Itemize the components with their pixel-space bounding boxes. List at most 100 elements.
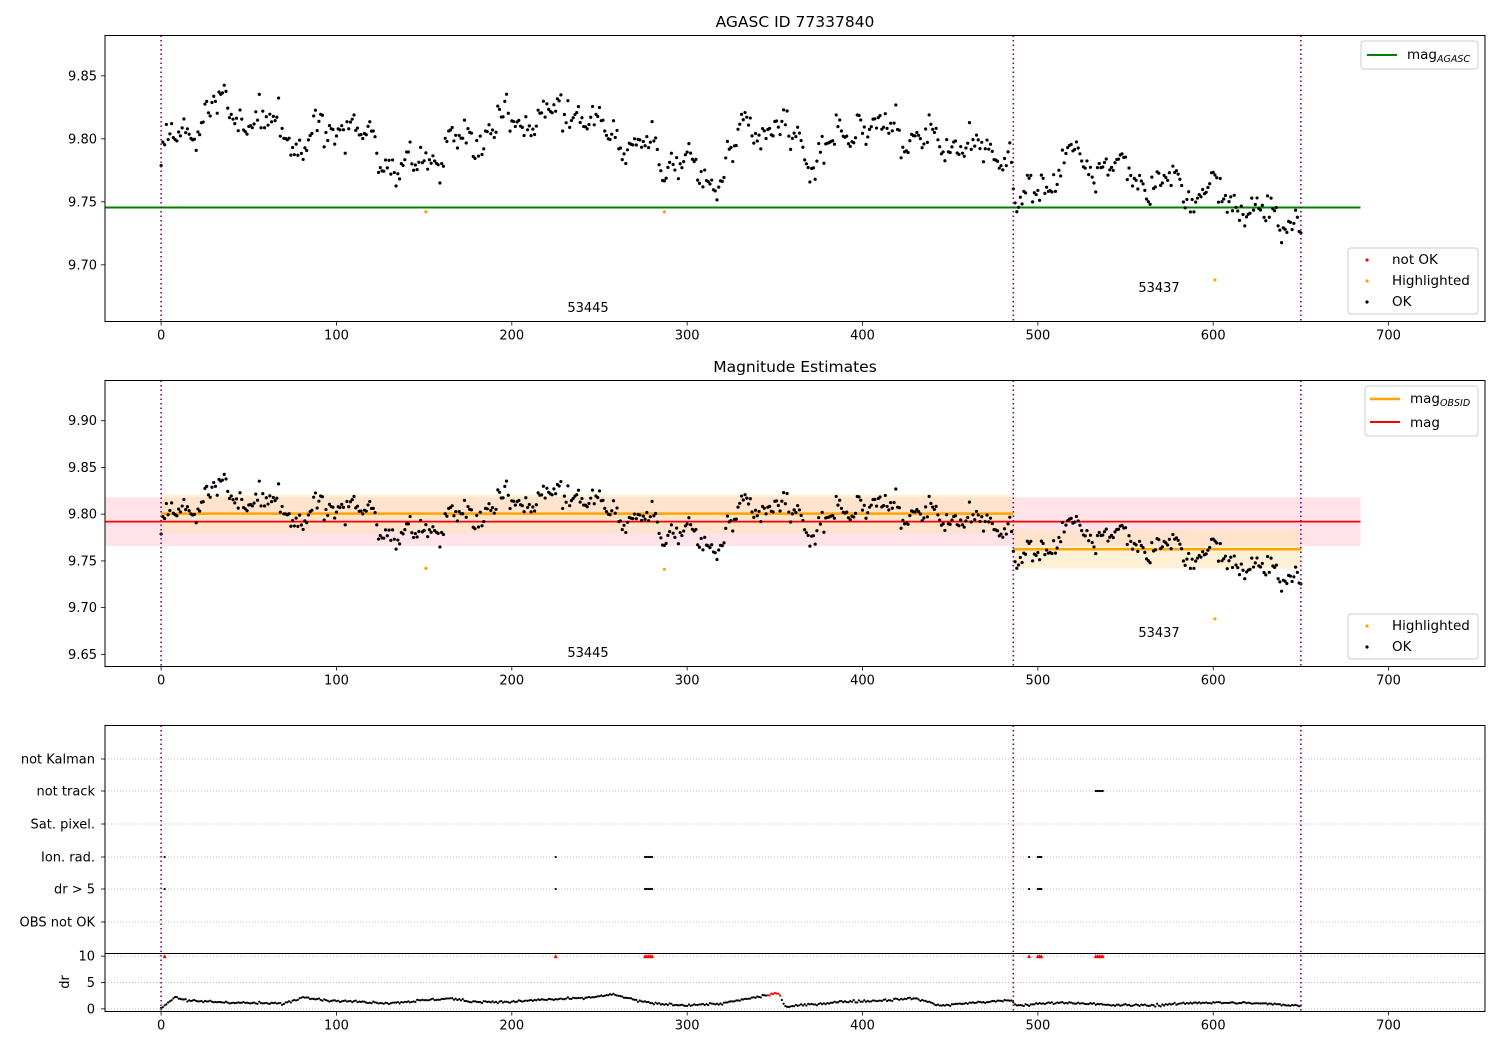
ok-point	[838, 118, 842, 122]
ok-point	[1148, 202, 1152, 206]
ok-point	[541, 99, 545, 103]
dr-point	[266, 1002, 270, 1005]
dr-point	[407, 1000, 410, 1003]
dr-point	[1050, 1001, 1053, 1004]
flag-point	[1027, 855, 1031, 859]
dr-point	[212, 1001, 215, 1004]
ok-point	[1039, 173, 1043, 177]
ok-point	[1220, 200, 1224, 204]
ok-point	[536, 491, 540, 495]
ok-point	[466, 504, 470, 509]
ok-point	[874, 126, 879, 130]
ok-point	[680, 533, 684, 538]
dr-point	[1024, 1003, 1027, 1006]
dr-point	[701, 1002, 705, 1006]
ok-point	[801, 145, 805, 149]
ok-point	[364, 133, 368, 137]
dr-point	[410, 1000, 413, 1004]
ok-point	[412, 535, 416, 540]
dr-point	[649, 1002, 652, 1005]
flag-point	[163, 887, 166, 891]
flag-category-label: dr > 5	[54, 883, 95, 898]
ok-point	[1232, 554, 1236, 558]
ok-point	[941, 150, 945, 154]
ok-point	[1059, 540, 1063, 544]
ok-point	[906, 522, 910, 526]
y-tick-label: 9.90	[68, 414, 97, 429]
dr-point	[898, 998, 901, 1002]
ok-point	[212, 94, 216, 98]
ok-point	[859, 498, 863, 502]
ok-point	[294, 516, 298, 520]
dr-point	[877, 999, 880, 1002]
ok-point	[177, 507, 181, 511]
ok-point	[243, 130, 247, 134]
ok-point	[1116, 527, 1121, 531]
dr-point	[1164, 1003, 1167, 1006]
dr-point	[233, 1002, 236, 1005]
ok-point	[673, 168, 677, 172]
ok-point	[233, 501, 237, 505]
ok-point	[550, 493, 554, 497]
ok-point	[1267, 570, 1271, 574]
dr-point	[842, 1001, 845, 1004]
ok-point	[857, 495, 861, 499]
ok-point	[776, 125, 780, 129]
dr-point	[545, 998, 548, 1002]
ok-point	[331, 127, 335, 132]
dr-point	[1026, 1003, 1029, 1007]
ok-point	[836, 503, 840, 507]
ok-point	[739, 112, 744, 117]
ok-point	[373, 135, 377, 139]
y-tick-label: 9.75	[68, 554, 97, 569]
ok-point	[834, 494, 838, 499]
dr-point	[444, 997, 447, 1000]
ok-point	[806, 165, 810, 170]
ok-point	[1223, 554, 1228, 558]
dr-point	[221, 1001, 224, 1004]
ok-point	[324, 130, 328, 135]
ok-point	[478, 510, 482, 514]
dr-point	[949, 1004, 952, 1007]
agasc-x-axis: 0 100 200 300 400 500 600 700	[157, 321, 1401, 344]
ok-point	[957, 152, 961, 156]
ok-point	[489, 132, 493, 136]
ok-point	[767, 504, 772, 509]
ok-point	[653, 136, 658, 140]
dr-point	[1212, 1001, 1215, 1004]
ok-point	[305, 148, 309, 153]
ok-point	[1183, 563, 1187, 567]
ok-point	[238, 491, 242, 495]
dr-point	[1189, 1001, 1192, 1004]
flag-point	[1096, 789, 1099, 793]
ok-point	[1064, 523, 1068, 527]
dr-point	[398, 1002, 401, 1005]
ok-point	[273, 118, 277, 123]
ok-point	[706, 179, 710, 184]
ok-point	[550, 111, 554, 115]
ok-point	[601, 498, 605, 502]
ok-point	[1023, 191, 1028, 195]
dr-point	[284, 1001, 287, 1004]
ok-point	[1088, 533, 1093, 537]
dr-point	[845, 1001, 848, 1004]
ok-point	[639, 518, 644, 523]
ok-point	[1229, 555, 1233, 559]
dr-point	[1049, 1001, 1052, 1005]
ok-point	[748, 116, 752, 120]
dr-point	[889, 999, 892, 1002]
dr-point	[401, 1001, 405, 1004]
ok-point	[1083, 534, 1087, 538]
dr-point	[433, 999, 436, 1002]
dr-point	[601, 995, 605, 998]
ok-point	[206, 111, 211, 115]
ok-point	[287, 136, 291, 140]
dr-point	[1126, 1004, 1129, 1007]
ok-point	[187, 509, 191, 513]
ok-point	[429, 161, 433, 165]
ok-point	[697, 181, 702, 185]
ok-point	[753, 508, 758, 512]
ok-point	[464, 141, 468, 145]
ok-point	[397, 542, 402, 546]
ok-point	[280, 126, 284, 131]
